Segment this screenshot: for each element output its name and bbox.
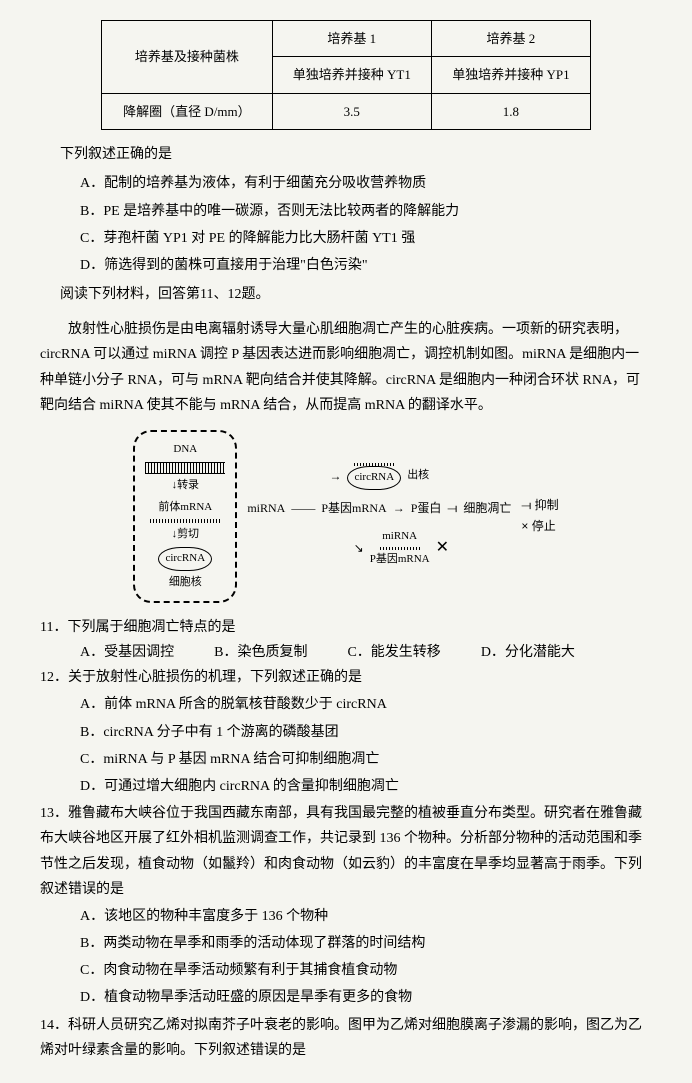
transcribe-arrow: ↓转录	[172, 476, 200, 496]
circrna-cyto: circRNA	[347, 466, 401, 490]
splice-arrow: ↓剪切	[172, 525, 200, 545]
q12-d: D．可通过增大细胞内 circRNA 的含量抑制细胞凋亡	[80, 774, 652, 799]
legend-stop: × 停止	[521, 516, 558, 538]
pre-mrna-bar	[150, 519, 220, 523]
mirna-label-2: miRNA	[382, 527, 417, 547]
top-stem: 下列叙述正确的是	[60, 142, 652, 167]
q12-options: A．前体 mRNA 所含的脱氧核苷酸数少于 circRNA B．circRNA …	[80, 692, 652, 799]
q13-b: B．两类动物在旱季和雨季的活动体现了群落的时间结构	[80, 931, 652, 956]
val-yp1: 1.8	[432, 93, 591, 129]
p-mrna-1: P基因mRNA	[321, 498, 386, 520]
legend: ⟞ 抑制 × 停止	[521, 495, 558, 538]
opt-b: B．PE 是培养基中的唯一碳源，否则无法比较两者的降解能力	[80, 199, 652, 224]
nucleus-label: 细胞核	[169, 573, 202, 593]
q13-a: A．该地区的物种丰富度多于 136 个物种	[80, 904, 652, 929]
opt-a: A．配制的培养基为液体，有利于细菌充分吸收营养物质	[80, 171, 652, 196]
th-medium2: 培养基 2	[432, 21, 591, 57]
inhibit-icon: ⟞	[447, 498, 457, 520]
top-options: A．配制的培养基为液体，有利于细菌充分吸收营养物质 B．PE 是培养基中的唯一碳…	[80, 171, 652, 278]
val-yt1: 3.5	[272, 93, 432, 129]
q12-b: B．circRNA 分子中有 1 个游离的磷酸基团	[80, 720, 652, 745]
nucleus-box: DNA ↓转录 前体mRNA ↓剪切 circRNA 细胞核	[133, 430, 237, 603]
opt-d: D．筛选得到的菌株可直接用于治理"白色污染"	[80, 253, 652, 278]
q13-d: D．植食动物旱季活动旺盛的原因是旱季有更多的食物	[80, 985, 652, 1010]
upper-path: miRNA —— P基因mRNA → P蛋白 ⟞ 细胞凋亡	[247, 498, 511, 520]
q12-c: C．miRNA 与 P 基因 mRNA 结合可抑制细胞凋亡	[80, 747, 652, 772]
read-prompt: 阅读下列材料，回答第11、12题。	[60, 282, 652, 307]
dna-label: DNA	[173, 440, 197, 460]
q12-stem: 12．关于放射性心脏损伤的机理，下列叙述正确的是	[40, 665, 652, 690]
export-label: 出核	[407, 466, 429, 486]
q13-options: A．该地区的物种丰富度多于 136 个物种 B．两类动物在旱季和雨季的活动体现了…	[80, 904, 652, 1011]
stop-icon: ✕	[436, 534, 449, 563]
th-yp1: 单独培养并接种 YP1	[432, 57, 591, 93]
mechanism-diagram: DNA ↓转录 前体mRNA ↓剪切 circRNA 细胞核 → circRNA…	[40, 430, 652, 603]
p-protein: P蛋白	[411, 498, 442, 520]
th-strain: 培养基及接种菌株	[102, 21, 272, 94]
mirna-label-1: miRNA	[247, 498, 285, 520]
culture-table: 培养基及接种菌株 培养基 1 培养基 2 单独培养并接种 YT1 单独培养并接种…	[101, 20, 591, 130]
q11-stem: 11．下列属于细胞凋亡特点的是	[40, 615, 652, 640]
dna-bar	[145, 462, 225, 474]
apoptosis-1: 细胞凋亡	[463, 498, 511, 520]
opt-c: C．芽孢杆菌 YP1 对 PE 的降解能力比大肠杆菌 YT1 强	[80, 226, 652, 251]
q14-stem: 14．科研人员研究乙烯对拟南芥子叶衰老的影响。图甲为乙烯对细胞膜离子渗漏的影响，…	[40, 1013, 652, 1063]
passage: 放射性心脏损伤是由电离辐射诱导大量心肌细胞凋亡产生的心脏疾病。一项新的研究表明，…	[40, 317, 652, 418]
p-mrna-2: P基因mRNA	[370, 550, 430, 570]
q11-a: A．受基因调控	[80, 640, 174, 665]
cytoplasm-area: → circRNA 出核 miRNA —— P基因mRNA → P蛋白 ⟞ 细胞…	[247, 463, 511, 570]
lower-path: miRNA ↘ miRNA P基因mRNA ✕	[310, 527, 449, 570]
th-yt1: 单独培养并接种 YT1	[272, 57, 432, 93]
th-medium1: 培养基 1	[272, 21, 432, 57]
q13-stem: 13．雅鲁藏布大峡谷位于我国西藏东南部，具有我国最完整的植被垂直分布类型。研究者…	[40, 801, 652, 902]
export-row: → circRNA 出核	[329, 463, 429, 490]
q13-c: C．肉食动物在旱季活动频繁有利于其捕食植食动物	[80, 958, 652, 983]
q11-options: A．受基因调控 B．染色质复制 C．能发生转移 D．分化潜能大	[80, 640, 652, 665]
q12-a: A．前体 mRNA 所含的脱氧核苷酸数少于 circRNA	[80, 692, 652, 717]
circrna-nucleus: circRNA	[158, 547, 212, 571]
q11-b: B．染色质复制	[214, 640, 307, 665]
pre-mrna-label: 前体mRNA	[158, 498, 212, 518]
q11-c: C．能发生转移	[347, 640, 440, 665]
q11-d: D．分化潜能大	[481, 640, 575, 665]
legend-inhibit: ⟞ 抑制	[521, 495, 558, 517]
row-label: 降解圈（直径 D/mm）	[102, 93, 272, 129]
